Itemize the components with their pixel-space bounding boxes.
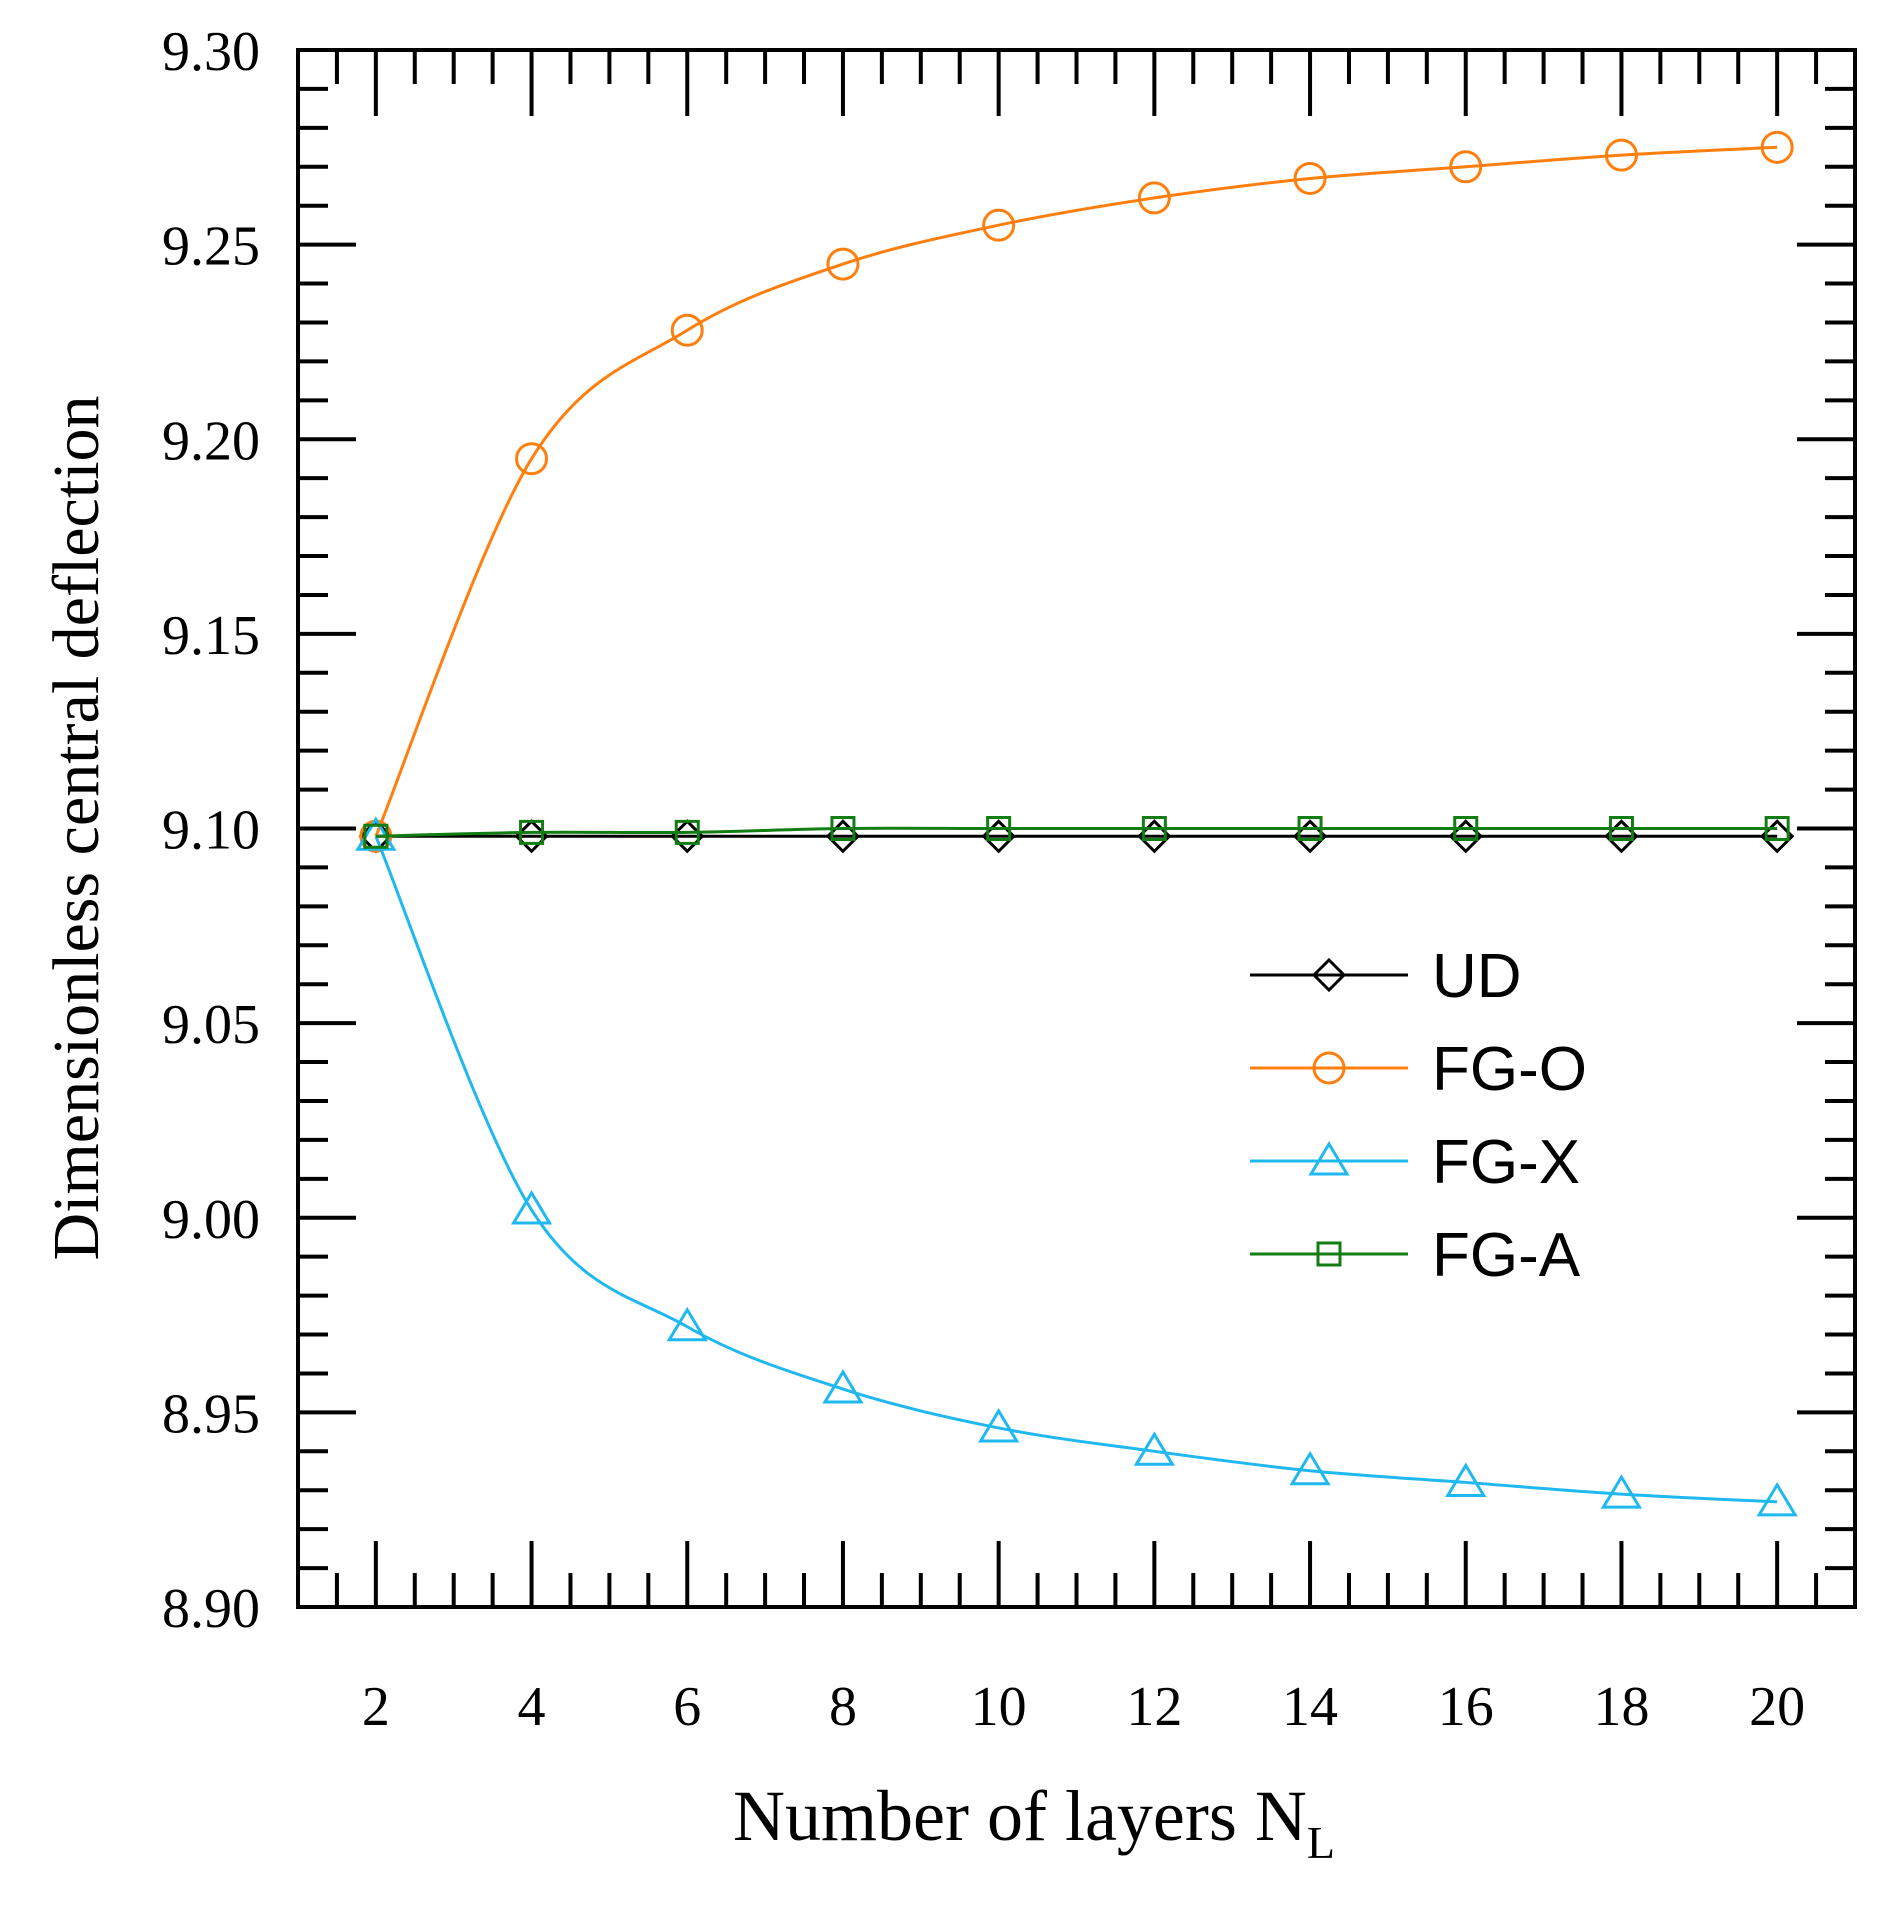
legend-marker [1316,1241,1342,1267]
data-point-fg-a [674,819,700,845]
data-point-fg-a [830,816,856,841]
x-tick-label: 2 [362,1676,390,1738]
y-tick-label: 9.15 [162,605,260,667]
series-group [355,130,1798,1517]
data-point-fg-x [1445,1462,1487,1497]
y-tick-label: 8.95 [162,1383,260,1445]
series-line-fg-a [375,826,1778,838]
data-point-fg-o [1449,150,1483,184]
data-point-fg-a [519,819,545,845]
series-fg-o [359,130,1794,853]
y-tick-label: 9.10 [162,800,260,862]
legend-label: FG-X [1432,1128,1580,1197]
legend-label: FG-O [1432,1035,1587,1104]
y-tick-label: 8.90 [162,1578,260,1640]
data-point-fg-o [1604,138,1638,172]
y-tick-label: 9.00 [162,1189,260,1251]
x-tick-label: 14 [1282,1676,1338,1738]
data-point-fg-o [1760,130,1794,164]
legend-item-ud: UD [1250,942,1522,1011]
data-point-fg-x [1600,1474,1643,1509]
y-tick-label: 9.30 [162,21,260,83]
y-tick-label: 9.20 [162,410,260,472]
legend-item-fg-x: FG-X [1250,1128,1580,1197]
data-point-fg-a [986,816,1012,841]
legend: UD FG-O FG-X FG-A [1250,942,1587,1290]
x-axis-label: Number of layers NL [733,1776,1335,1868]
data-point-fg-o [826,247,860,281]
series-fg-a [363,816,1790,849]
data-point-fg-x [1133,1431,1175,1466]
data-point-fg-o [1137,181,1171,215]
x-tick-label: 6 [673,1676,701,1738]
x-tick-label: 8 [829,1676,857,1738]
data-point-fg-a [1141,816,1167,841]
axis-ticks [296,48,1857,1609]
x-tick-label: 12 [1126,1676,1182,1738]
data-point-fg-x [1289,1450,1331,1486]
data-point-fg-a [1297,816,1323,841]
data-point-fg-x [510,1190,553,1225]
data-point-fg-a [363,823,389,849]
legend-item-fg-a: FG-A [1250,1221,1581,1290]
data-point-fg-x [978,1408,1020,1443]
x-axis-label-main: Number of layers N [733,1776,1307,1856]
data-point-fg-x [1756,1481,1798,1517]
legend-item-fg-o: FG-O [1250,1035,1587,1104]
plot-area-frame [296,48,1857,1609]
legend-marker [1311,957,1347,993]
legend-label: UD [1432,942,1522,1011]
data-point-fg-x [822,1369,864,1404]
series-line-fg-o [374,145,1778,837]
data-point-fg-a [1764,816,1790,841]
y-tick-label: 9.25 [162,216,260,278]
data-point-fg-o [1293,161,1327,195]
x-axis-label-subscript: L [1307,1817,1335,1868]
y-axis-label: Dimensionless central deflection [40,395,113,1260]
x-tick-label: 20 [1749,1676,1805,1738]
x-tick-label: 4 [518,1676,546,1738]
data-point-fg-a [1453,816,1479,841]
series-fg-x [355,816,1798,1517]
data-point-fg-a [1608,816,1634,841]
x-tick-label: 16 [1438,1676,1494,1738]
data-point-fg-x [355,816,397,851]
data-point-fg-o [515,442,549,476]
data-point-fg-o [670,313,704,347]
legend-label: FG-A [1432,1221,1581,1290]
legend-marker [1308,1141,1350,1176]
y-tick-label: 9.05 [162,994,260,1056]
legend-marker [1312,1051,1346,1085]
x-tick-label: 10 [971,1676,1027,1738]
data-point-fg-o [982,208,1016,242]
series-line-fg-x [374,835,1778,1504]
tick-labels: 8.90 8.95 9.00 9.05 9.10 9.15 9.20 9.25 9.30 2 4 6 8… [162,21,1805,1738]
x-tick-label: 18 [1593,1676,1649,1738]
data-point-fg-x [666,1306,708,1342]
